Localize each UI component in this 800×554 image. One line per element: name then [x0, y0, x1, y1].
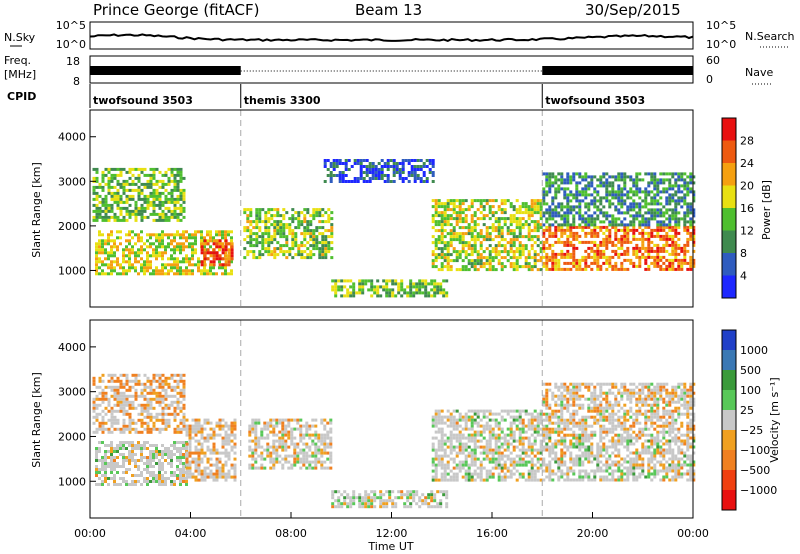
colorbar-tick-label: 4 — [740, 270, 747, 283]
freq-unit-label: [MHz] — [4, 68, 36, 81]
colorbar-tick-label: 500 — [740, 364, 761, 377]
freq-label: Freq. — [4, 54, 31, 67]
nave-right-tick-top: 60 — [706, 54, 720, 67]
cpid-panel: CPID twofsound 3503 themis 3300 twofsound … — [7, 84, 645, 108]
colorbar-tick-label: 25 — [740, 404, 754, 417]
colorbar-tick-label: 1000 — [740, 344, 768, 357]
x-axis-label: Time UT — [367, 540, 413, 553]
noise-right-tick-bottom: 10^0 — [706, 38, 736, 51]
date-title: 30/Sep/2015 — [585, 1, 681, 19]
noise-left-tick-top: 10^5 — [56, 19, 86, 32]
colorbar-tick-label: 28 — [740, 135, 754, 148]
colorbar-swatch — [722, 253, 736, 276]
noise-left-tick-bottom: 10^0 — [56, 38, 86, 51]
colorbar-swatch — [722, 275, 736, 299]
colorbar-tick-label: 16 — [740, 202, 754, 215]
y-tick-label: 2000 — [58, 220, 86, 233]
velocity-cells — [92, 373, 696, 509]
noise-right-tick-top: 10^5 — [706, 19, 736, 32]
colorbar-swatch — [722, 140, 736, 164]
cpid-segment-label: themis 3300 — [244, 94, 321, 107]
colorbar-tick-label: −1000 — [740, 484, 777, 497]
colorbar-tick-label: 12 — [740, 225, 754, 238]
frequency-band-0 — [90, 66, 241, 75]
y-tick-label: 4000 — [58, 341, 86, 354]
power-colorbar-label: Power [dB] — [760, 180, 773, 240]
cpid-segment-label: twofsound 3503 — [545, 94, 645, 107]
colorbar-swatch — [722, 330, 736, 351]
x-tick-label: 04:00 — [175, 527, 207, 540]
colorbar-tick-label: 100 — [740, 384, 761, 397]
nave-label: Nave — [745, 66, 773, 79]
colorbar-swatch — [722, 430, 736, 451]
colorbar-swatch — [722, 450, 736, 471]
colorbar-tick-label: 20 — [740, 180, 754, 193]
power-panel: 1000 2000 3000 4000 Slant Range [km] 4 8 12 16… — [30, 109, 773, 308]
y-tick-label: 1000 — [58, 475, 86, 488]
x-tick-label: 16:00 — [476, 527, 508, 540]
colorbar-swatch — [722, 208, 736, 231]
freq-left-tick-top: 18 — [66, 55, 80, 68]
colorbar-swatch — [722, 390, 736, 411]
colorbar-tick-label: −25 — [740, 424, 763, 437]
sky-noise-trace — [89, 33, 694, 43]
y-tick-label: 4000 — [58, 131, 86, 144]
colorbar-tick-label: −100 — [740, 444, 770, 457]
colorbar-tick-label: −500 — [740, 464, 770, 477]
velocity-panel: 1000 2000 3000 4000 Slant Range [km] 00:00 0… — [30, 319, 781, 553]
nave-right-tick-bottom: 0 — [706, 73, 713, 86]
y-tick-label: 1000 — [58, 264, 86, 277]
colorbar-swatch — [722, 230, 736, 254]
n-sky-label: N.Sky — [4, 31, 36, 44]
colorbar-swatch — [722, 350, 736, 371]
beam-title: Beam 13 — [355, 1, 422, 19]
cpid-segment-label: twofsound 3503 — [93, 94, 193, 107]
station-title: Prince George (fitACF) — [93, 1, 259, 19]
velocity-y-axis-label: Slant Range [km] — [30, 372, 43, 468]
colorbar-swatch — [722, 185, 736, 209]
colorbar-swatch — [722, 410, 736, 431]
freq-left-tick-bottom: 8 — [73, 75, 80, 88]
x-tick-label: 00:00 — [74, 527, 106, 540]
y-tick-label: 3000 — [58, 386, 86, 399]
noise-panel: N.Sky 10^5 10^0 10^5 10^0 N.Search — [4, 19, 795, 51]
colorbar-swatch — [722, 370, 736, 391]
x-tick-label: 08:00 — [275, 527, 307, 540]
power-y-axis-label: Slant Range [km] — [30, 162, 43, 258]
y-tick-label: 3000 — [58, 175, 86, 188]
colorbar-swatch — [722, 490, 736, 511]
x-tick-label: 12:00 — [376, 527, 408, 540]
n-search-label: N.Search — [745, 30, 795, 43]
velocity-colorbar-label: Velocity [m s⁻¹] — [768, 377, 781, 462]
colorbar-swatch — [722, 118, 736, 141]
cpid-label: CPID — [7, 90, 36, 103]
frequency-band-2 — [542, 66, 693, 75]
colorbar-tick-label: 8 — [740, 247, 747, 260]
x-tick-label: 00:00 — [677, 527, 709, 540]
frequency-panel: Freq. [MHz] 18 8 60 0 Nave — [4, 54, 773, 88]
colorbar-swatch — [722, 470, 736, 491]
colorbar-tick-label: 24 — [740, 157, 754, 170]
x-tick-label: 20:00 — [577, 527, 609, 540]
y-tick-label: 2000 — [58, 430, 86, 443]
power-cells — [92, 159, 696, 298]
colorbar-swatch — [722, 163, 736, 186]
